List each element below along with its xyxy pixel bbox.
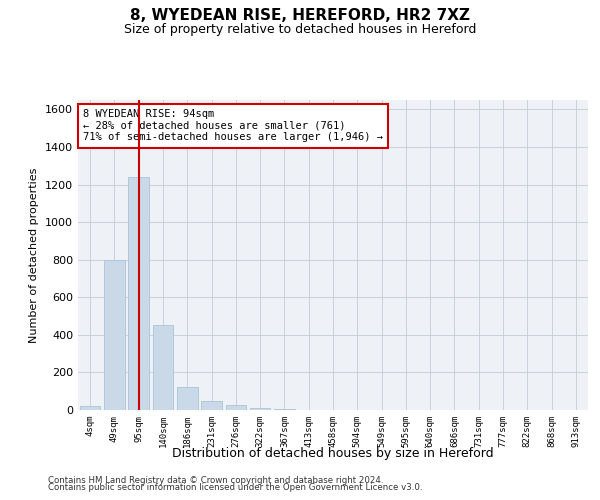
Bar [152, 324, 173, 410]
Bar [250, 408, 271, 410]
Text: 8 WYEDEAN RISE: 94sqm
← 28% of detached houses are smaller (761)
71% of semi-det: 8 WYEDEAN RISE: 94sqm ← 28% of detached … [83, 110, 383, 142]
Bar [226, 406, 246, 410]
Text: 8, WYEDEAN RISE, HEREFORD, HR2 7XZ: 8, WYEDEAN RISE, HEREFORD, HR2 7XZ [130, 8, 470, 22]
Bar [128, 177, 149, 410]
Bar [80, 406, 100, 410]
Text: Contains public sector information licensed under the Open Government Licence v3: Contains public sector information licen… [48, 484, 422, 492]
Bar [201, 400, 222, 410]
Text: Size of property relative to detached houses in Hereford: Size of property relative to detached ho… [124, 22, 476, 36]
Text: Distribution of detached houses by size in Hereford: Distribution of detached houses by size … [172, 448, 494, 460]
Text: Contains HM Land Registry data © Crown copyright and database right 2024.: Contains HM Land Registry data © Crown c… [48, 476, 383, 485]
Y-axis label: Number of detached properties: Number of detached properties [29, 168, 40, 342]
Bar [104, 260, 125, 410]
Bar [177, 386, 197, 410]
Bar [274, 409, 295, 410]
